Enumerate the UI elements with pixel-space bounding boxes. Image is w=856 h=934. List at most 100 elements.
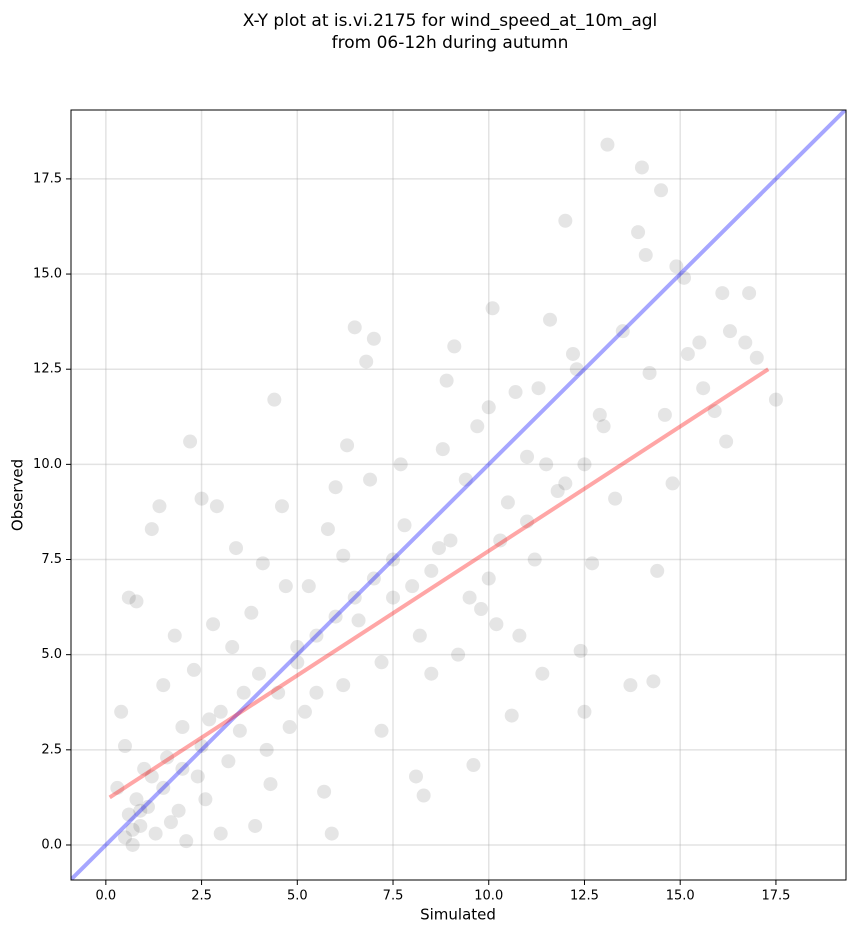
scatter-point: [696, 381, 711, 396]
y-tick-label: 12.5: [33, 362, 62, 377]
scatter-point: [366, 331, 381, 346]
y-tick-label: 2.5: [41, 742, 62, 757]
scatter-point: [408, 769, 423, 784]
scatter-point: [650, 563, 665, 578]
scatter-point: [229, 541, 244, 556]
scatter-point: [278, 579, 293, 594]
scatter-point: [125, 822, 140, 837]
scatter-point: [309, 628, 324, 643]
scatter-point: [657, 407, 672, 422]
scatter-point: [608, 491, 623, 506]
scatter-point: [290, 640, 305, 655]
scatter-point: [520, 514, 535, 529]
scatter-point: [263, 777, 278, 792]
scatter-point: [225, 640, 240, 655]
x-tick-label: 17.5: [761, 889, 790, 904]
x-tick-label: 0.0: [96, 889, 117, 904]
scatter-point: [677, 270, 692, 285]
scatter-point: [642, 366, 657, 381]
scatter-point: [431, 541, 446, 556]
scatter-point: [558, 213, 573, 228]
scatter-point: [336, 678, 351, 693]
scatter-point: [707, 404, 722, 419]
scatter-point: [520, 449, 535, 464]
scatter-point: [539, 457, 554, 472]
scatter-point: [267, 392, 282, 407]
scatter-point: [163, 815, 178, 830]
y-tick-label: 0.0: [41, 837, 62, 852]
scatter-point: [244, 605, 259, 620]
y-tick-label: 7.5: [41, 552, 62, 567]
scatter-point: [351, 613, 366, 628]
y-tick-label: 17.5: [33, 171, 62, 186]
scatter-point: [680, 346, 695, 361]
scatter-point: [558, 476, 573, 491]
scatter-point: [125, 837, 140, 852]
scatter-point: [474, 601, 489, 616]
scatter-point: [596, 419, 611, 434]
scatter-point: [615, 324, 630, 339]
scatter-point: [297, 704, 312, 719]
scatter-point: [114, 704, 129, 719]
scatter-point: [715, 286, 730, 301]
scatter-point: [397, 518, 412, 533]
chart-title: X-Y plot at is.vi.2175 for wind_speed_at…: [243, 11, 658, 31]
scatter-point: [363, 472, 378, 487]
scatter-point: [274, 499, 289, 514]
scatter-point: [190, 769, 205, 784]
scatter-point: [117, 830, 132, 845]
scatter-point: [669, 259, 684, 274]
scatter-point: [213, 704, 228, 719]
scatter-point: [255, 556, 270, 571]
scatter-point: [543, 312, 558, 327]
scatter-point: [259, 742, 274, 757]
scatter-point: [156, 780, 171, 795]
scatter-point: [485, 301, 500, 316]
y-tick-label: 5.0: [41, 647, 62, 662]
scatter-point: [129, 594, 144, 609]
scatter-point: [470, 419, 485, 434]
scatter-point: [198, 792, 213, 807]
scatter-point: [366, 571, 381, 586]
scatter-point: [550, 484, 565, 499]
scatter-point: [152, 499, 167, 514]
scatter-point: [252, 666, 267, 681]
scatter-point: [504, 708, 519, 723]
scatter-point: [221, 754, 236, 769]
scatter-point: [462, 590, 477, 605]
scatter-point: [317, 784, 332, 799]
scatter-point: [646, 674, 661, 689]
scatter-point: [121, 807, 136, 822]
scatter-point: [117, 739, 132, 754]
scatter-point: [416, 788, 431, 803]
scatter-point: [309, 685, 324, 700]
scatter-point: [133, 818, 148, 833]
scatter-point: [424, 666, 439, 681]
x-tick-label: 2.5: [191, 889, 212, 904]
scatter-point: [336, 548, 351, 563]
scatter-point: [458, 472, 473, 487]
scatter-point: [140, 799, 155, 814]
x-tick-label: 7.5: [383, 889, 404, 904]
scatter-point: [271, 685, 286, 700]
scatter-point: [451, 647, 466, 662]
scatter-point: [374, 655, 389, 670]
scatter-point: [194, 491, 209, 506]
scatter-point: [577, 457, 592, 472]
scatter-point: [175, 761, 190, 776]
scatter-point: [722, 324, 737, 339]
scatter-point: [585, 556, 600, 571]
scatter-point: [340, 438, 355, 453]
scatter-point: [443, 533, 458, 548]
scatter-point: [654, 183, 669, 198]
scatter-point: [359, 354, 374, 369]
scatter-point: [500, 495, 515, 510]
scatter-point: [623, 678, 638, 693]
scatter-point: [634, 160, 649, 175]
x-tick-label: 15.0: [666, 889, 695, 904]
y-tick-label: 15.0: [33, 267, 62, 282]
scatter-point: [328, 480, 343, 495]
scatter-point: [328, 609, 343, 624]
scatter-point: [320, 522, 335, 537]
scatter-point: [600, 137, 615, 152]
